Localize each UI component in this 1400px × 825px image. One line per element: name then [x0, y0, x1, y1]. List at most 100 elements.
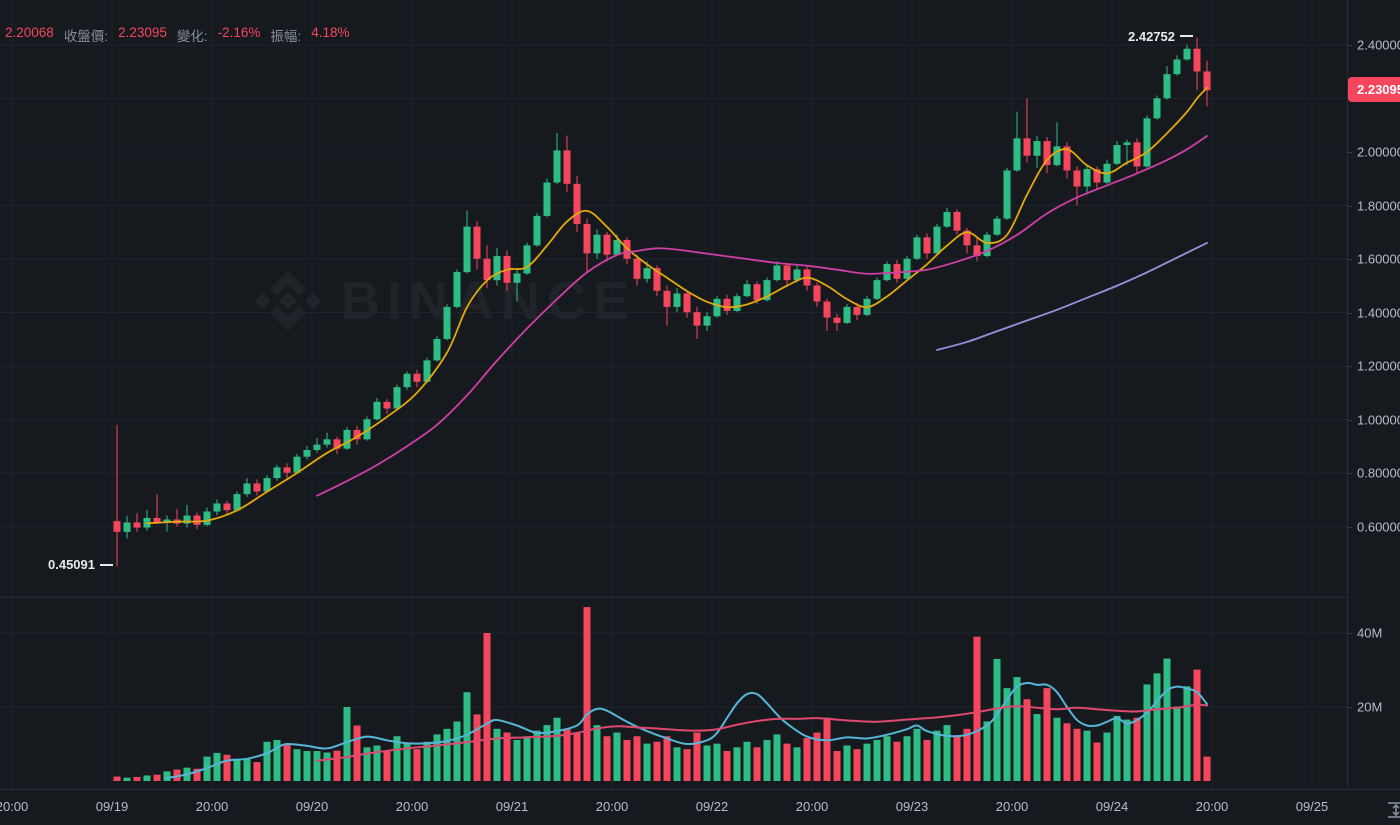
volume-bar	[1123, 719, 1131, 781]
candle-body	[233, 494, 241, 511]
volume-bar	[163, 771, 171, 781]
volume-bar	[223, 754, 231, 781]
candle-body	[993, 218, 1001, 235]
volume-bar	[473, 714, 481, 781]
close-price-value: 2.23095	[118, 25, 167, 40]
volume-bar	[1113, 715, 1121, 781]
volume-bar	[943, 725, 951, 781]
price-axis-tick-label: 1.40000	[1357, 305, 1400, 320]
candle-body	[213, 503, 221, 512]
time-axis[interactable]: 20:00 09/19 20:00 09/20 20:00 09/21 20:00 09/22…	[0, 789, 1400, 825]
volume-bar	[173, 769, 181, 781]
candle-body	[293, 456, 301, 473]
candle-body	[1183, 48, 1191, 60]
candle-body	[633, 258, 641, 279]
candle-body	[1143, 118, 1151, 167]
candle-body	[753, 284, 761, 301]
candle-body	[823, 301, 831, 318]
volume-bar	[113, 776, 121, 781]
volume-bar	[283, 743, 291, 781]
candle-body	[583, 223, 591, 254]
volume-bar	[743, 741, 751, 781]
candle-body	[603, 234, 611, 255]
candle-body	[613, 240, 621, 255]
volume-bar	[1073, 728, 1081, 781]
volume-bar	[1203, 756, 1211, 781]
candle-body	[793, 269, 801, 281]
volume-bar	[1083, 730, 1091, 781]
candle-body	[833, 317, 841, 323]
candle-body	[933, 226, 941, 254]
candle-body	[773, 265, 781, 281]
volume-bar	[823, 717, 831, 781]
volume-bar	[653, 741, 661, 781]
volume-bar	[253, 762, 261, 781]
volume-bar	[1143, 684, 1151, 781]
volume-bar	[593, 725, 601, 781]
candle-body	[1133, 142, 1141, 167]
candle-body	[333, 439, 341, 449]
candle-body	[483, 258, 491, 281]
time-axis-tick-label: 20:00	[995, 799, 1029, 814]
candle-body	[373, 401, 381, 420]
volume-bar	[603, 736, 611, 781]
volume-bar	[1173, 706, 1181, 781]
volume-bar	[143, 775, 151, 781]
candle-body	[883, 264, 891, 281]
price-axis-tick-label: 2.00000	[1357, 144, 1400, 160]
candle-body	[943, 211, 951, 227]
candle-body	[303, 449, 311, 457]
candle-body	[193, 515, 201, 525]
time-axis-tick-label: 09/21	[495, 799, 529, 814]
candle-body	[203, 511, 211, 525]
volume-bar	[563, 728, 571, 781]
volume-bar	[1043, 688, 1051, 781]
volume-bar	[773, 734, 781, 781]
price-axis-tick-label: 1.60000	[1357, 251, 1400, 267]
candle-body	[443, 306, 451, 339]
candle-body	[423, 360, 431, 382]
volume-bar	[453, 721, 461, 781]
volume-bar	[243, 758, 251, 781]
volume-bar	[363, 747, 371, 781]
candle-body	[393, 387, 401, 409]
volume-bar	[1063, 723, 1071, 781]
price-axis-tick-label: 1.00000	[1357, 412, 1400, 427]
price-axis-tick-label: 0.80000	[1357, 465, 1400, 481]
candle-body	[543, 182, 551, 216]
candle-body	[363, 419, 371, 440]
volume-bar	[433, 734, 441, 781]
volume-bar	[533, 730, 541, 781]
volume-bar	[1153, 673, 1161, 781]
annotation-dash	[100, 563, 113, 566]
volume-bar	[633, 736, 641, 781]
candle-body	[253, 483, 261, 492]
volume-bar	[883, 736, 891, 781]
volume-bar	[853, 749, 861, 781]
volume-bar	[903, 736, 911, 781]
change-value: -2.16%	[217, 25, 261, 40]
axis-tickmark	[1348, 45, 1352, 46]
candle-body	[123, 522, 131, 532]
candle-body	[673, 293, 681, 307]
volume-bar	[693, 732, 701, 781]
candle-body	[703, 316, 711, 326]
price-axis[interactable]: 2.40000 2.00000 1.80000 1.60000 1.40000 1.200…	[1347, 0, 1400, 789]
annotation-dash	[1180, 35, 1193, 38]
candle-body	[683, 293, 691, 313]
volume-bar	[1023, 699, 1031, 781]
axis-scale-icon[interactable]	[1386, 800, 1400, 820]
volume-bar	[153, 774, 161, 781]
candle-body	[403, 373, 411, 388]
candle-body	[323, 439, 331, 445]
volume-bar	[843, 745, 851, 781]
time-axis-tick-label: 09/23	[895, 799, 929, 814]
volume-bar	[193, 768, 201, 781]
volume-bar	[233, 760, 241, 781]
volume-bar	[213, 752, 221, 781]
time-axis-tick-label: 20:00	[395, 799, 429, 814]
axis-tickmark	[1348, 633, 1352, 634]
volume-ma-slow	[316, 703, 1208, 762]
volume-ma-fast	[166, 681, 1208, 780]
